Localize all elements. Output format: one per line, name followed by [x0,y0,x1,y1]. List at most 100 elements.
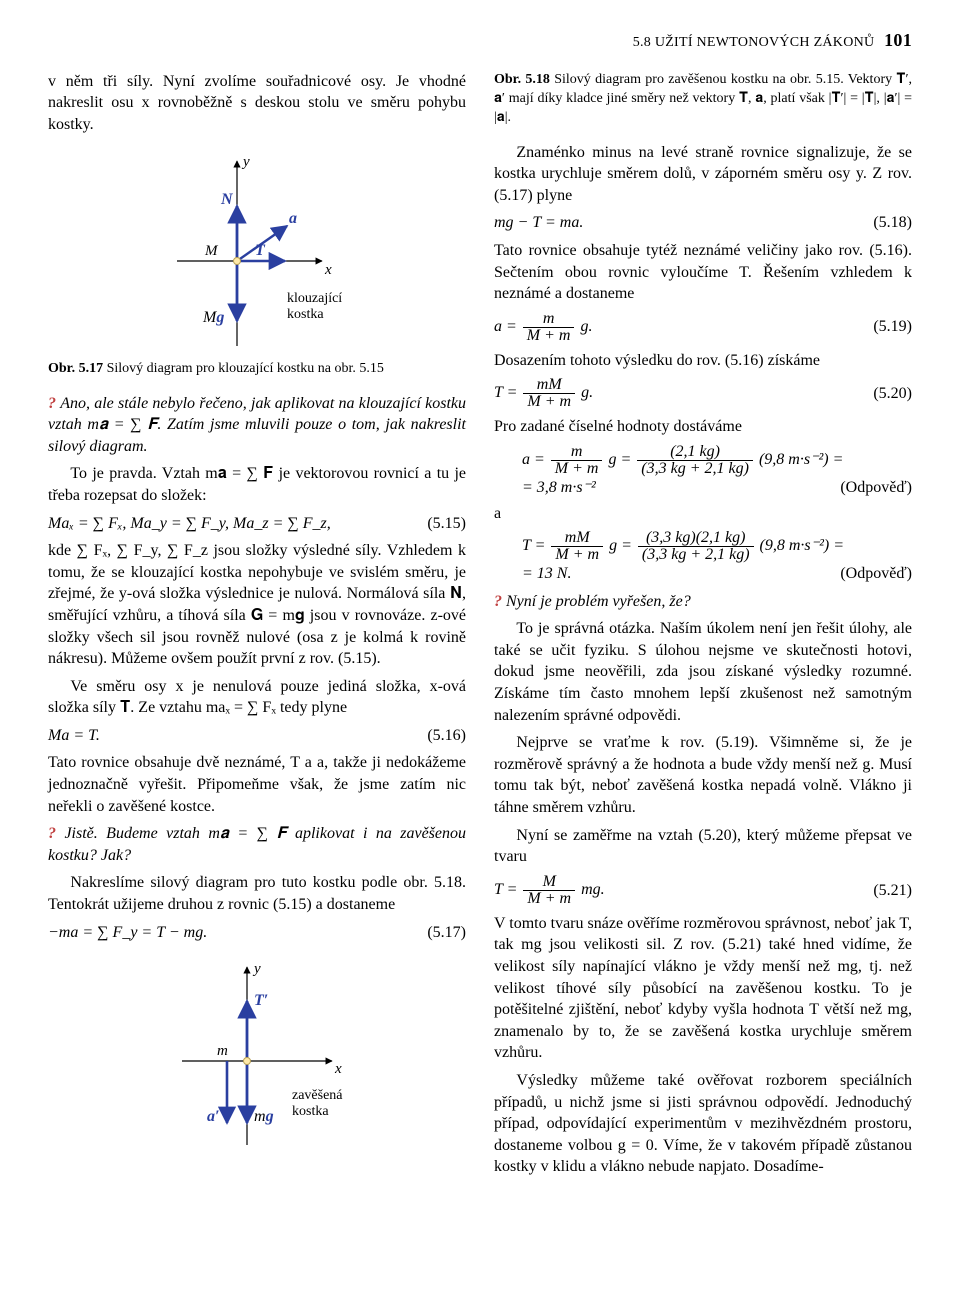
lbl2-y: y [252,961,261,977]
lbl2-box2: kostka [292,1104,329,1119]
eq-5-18: mg − T = ma. (5.18) [494,212,912,234]
eq-5-17: −ma = ∑ F_y = T − mg. (5.17) [48,922,466,944]
ca-l2: = 3,8 m·s⁻² [522,479,596,496]
para-l7: Nakreslíme silový diagram pro tuto kostk… [48,872,466,915]
ct-d2: (3,3 kg + 2,1 kg) [638,547,754,563]
eq519-num-frac: m [523,311,575,328]
lbl-x: x [324,262,332,278]
para-r4: Pro zadané číselné hodnoty dostáváme [494,416,912,438]
eq519-lhs: a = [494,318,521,335]
lbl2-mg: mg [254,1108,274,1125]
lbl-a: a [289,210,297,227]
eq520-num-frac: mM [523,377,575,394]
ca-d2: (3,3 kg + 2,1 kg) [637,461,753,477]
eq519-eqnum: (5.19) [855,316,912,338]
eq-5-15: Maₓ = ∑ Fₓ, Ma_y = ∑ F_y, Ma_z = ∑ F_z, … [48,513,466,535]
ct-lhs: T = [522,537,549,554]
eq516-num: (5.16) [409,725,466,747]
eq520-lhs: T = [494,384,521,401]
fig517-svg: y x N a T M Mg klouzající kostka [127,146,387,356]
para-r3: Dosazením tohoto výsledku do rov. (5.16)… [494,350,912,372]
ct-ans: (Odpověď) [840,563,912,585]
eq520-rhs: g. [581,384,593,401]
eq517-num: (5.17) [409,922,466,944]
lbl2-box1: zavěšená [292,1088,343,1103]
lbl-T: T [255,242,266,259]
ca-rhs: (9,8 m·s⁻²) = [759,451,843,468]
ct-rhs: (9,8 m·s⁻²) = [760,537,844,554]
eq-5-20: T = mM M + m g. (5.20) [494,377,912,410]
eq519-body: a = m M + m g. [494,311,592,344]
eq517-body: −ma = ∑ F_y = T − mg. [48,922,207,944]
eq521-rhs: mg. [581,881,605,898]
para-l5: Tato rovnice obsahuje dvě neznámé, T a a… [48,752,466,817]
eq520-den-frac: M + m [523,394,575,410]
calc-a: a = m M + m g = (2,1 kg) (3,3 kg + 2,1 k… [522,444,912,499]
section-title: 5.8 UŽITÍ NEWTONOVÝCH ZÁKONŮ [633,35,875,50]
calc-T: T = mM M + m g = (3,3 kg)(2,1 kg) (3,3 k… [522,530,912,585]
ca-mid: g = [608,451,635,468]
figure-5-17: y x N a T M Mg klouzající kostka [48,146,466,356]
lbl-y: y [241,154,250,170]
ct-d1: M + m [551,547,603,563]
ca-d1: M + m [551,461,603,477]
eq521-lhs: T = [494,881,521,898]
lbl-M: M [204,243,219,259]
fig518-svg: y x T′ m a′ mg zavěšená kostka [127,953,387,1153]
para-l1: v něm tři síly. Nyní zvolíme souřadnicov… [48,71,466,136]
para-r9: V tomto tvaru snáze ověříme rozměrovou s… [494,913,912,1064]
eq521-n: M [523,874,575,891]
eq-5-19: a = m M + m g. (5.19) [494,311,912,344]
eq519-rhs: g. [580,318,592,335]
para-r5: Nyní je problém vyřešen, že? [494,591,912,613]
ct-n2: (3,3 kg)(2,1 kg) [638,530,754,547]
page-number: 101 [884,30,912,50]
ca-ans: (Odpověď) [840,477,912,499]
body-columns: v něm tři síly. Nyní zvolíme souřadnicov… [48,71,912,1178]
para-r2: Tato rovnice obsahuje tytéž neznámé veli… [494,240,912,305]
para-r1: Znaménko minus na levé straně rovnice si… [494,142,912,207]
lbl2-x: x [334,1061,342,1077]
lbl2-ap: a′ [207,1108,220,1125]
eq515-body: Maₓ = ∑ Fₓ, Ma_y = ∑ F_y, Ma_z = ∑ F_z, [48,513,331,535]
eq521-body: T = M M + m mg. [494,874,605,907]
para-l2: Ano, ale stále nebylo řečeno, jak apliko… [48,393,466,458]
ca-lhs: a = [522,451,549,468]
eq-5-21: T = M M + m mg. (5.21) [494,874,912,907]
para-r7: Nejprve se vraťme k rov. (5.19). Všimněm… [494,732,912,818]
fig518-num: Obr. 5.18 [494,72,550,87]
para-r6: To je správná otázka. Naším úkolem není … [494,618,912,726]
ct-mid: g = [609,537,636,554]
fig517-num: Obr. 5.17 [48,361,103,376]
fig517-caption: Obr. 5.17 Silový diagram pro klouzající … [48,360,466,379]
para-l6: Jistě. Budeme vztah m𝐚 = ∑ 𝐅 aplikovat i… [48,823,466,866]
eq518-body: mg − T = ma. [494,212,583,234]
lbl-Mg: Mg [202,309,224,326]
running-head: 5.8 UŽITÍ NEWTONOVÝCH ZÁKONŮ 101 [48,28,912,53]
eq520-body: T = mM M + m g. [494,377,593,410]
para-l3b: kde ∑ Fₓ, ∑ F_y, ∑ F_z jsou složky výsle… [48,540,466,670]
eq518-num: (5.18) [855,212,912,234]
fig518-text: Silový diagram pro zavěšenou kostku na o… [494,72,912,125]
para-l4: Ve směru osy x je nenulová pouze jediná … [48,676,466,719]
para-r10: Výsledky můžeme také ověřovat rozborem s… [494,1070,912,1178]
eq516-body: Ma = T. [48,725,100,747]
lbl-box2: kostka [287,307,324,322]
figure-5-18: y x T′ m a′ mg zavěšená kostka [48,953,466,1153]
lbl-N: N [220,191,234,208]
lbl-box1: klouzající [287,291,342,306]
para-l3a: To je pravda. Vztah m𝐚 = ∑ 𝐅 je vektorov… [48,463,466,506]
eq521-d: M + m [523,891,575,907]
lbl2-Tp: T′ [254,992,268,1009]
ct-n1: mM [551,530,603,547]
eq-5-16: Ma = T. (5.16) [48,725,466,747]
para-r8: Nyní se zaměřme na vztah (5.20), který m… [494,825,912,868]
eq520-eqnum: (5.20) [855,383,912,405]
ct-l2: = 13 N. [522,565,571,582]
fig518-caption: Obr. 5.18 Silový diagram pro zavěšenou k… [494,71,912,128]
fig517-text: Silový diagram pro klouzající kostku na … [107,361,384,376]
ca-n1: m [551,444,603,461]
ca-n2: (2,1 kg) [637,444,753,461]
eq519-den-frac: M + m [523,328,575,344]
para-and: a [494,503,912,525]
